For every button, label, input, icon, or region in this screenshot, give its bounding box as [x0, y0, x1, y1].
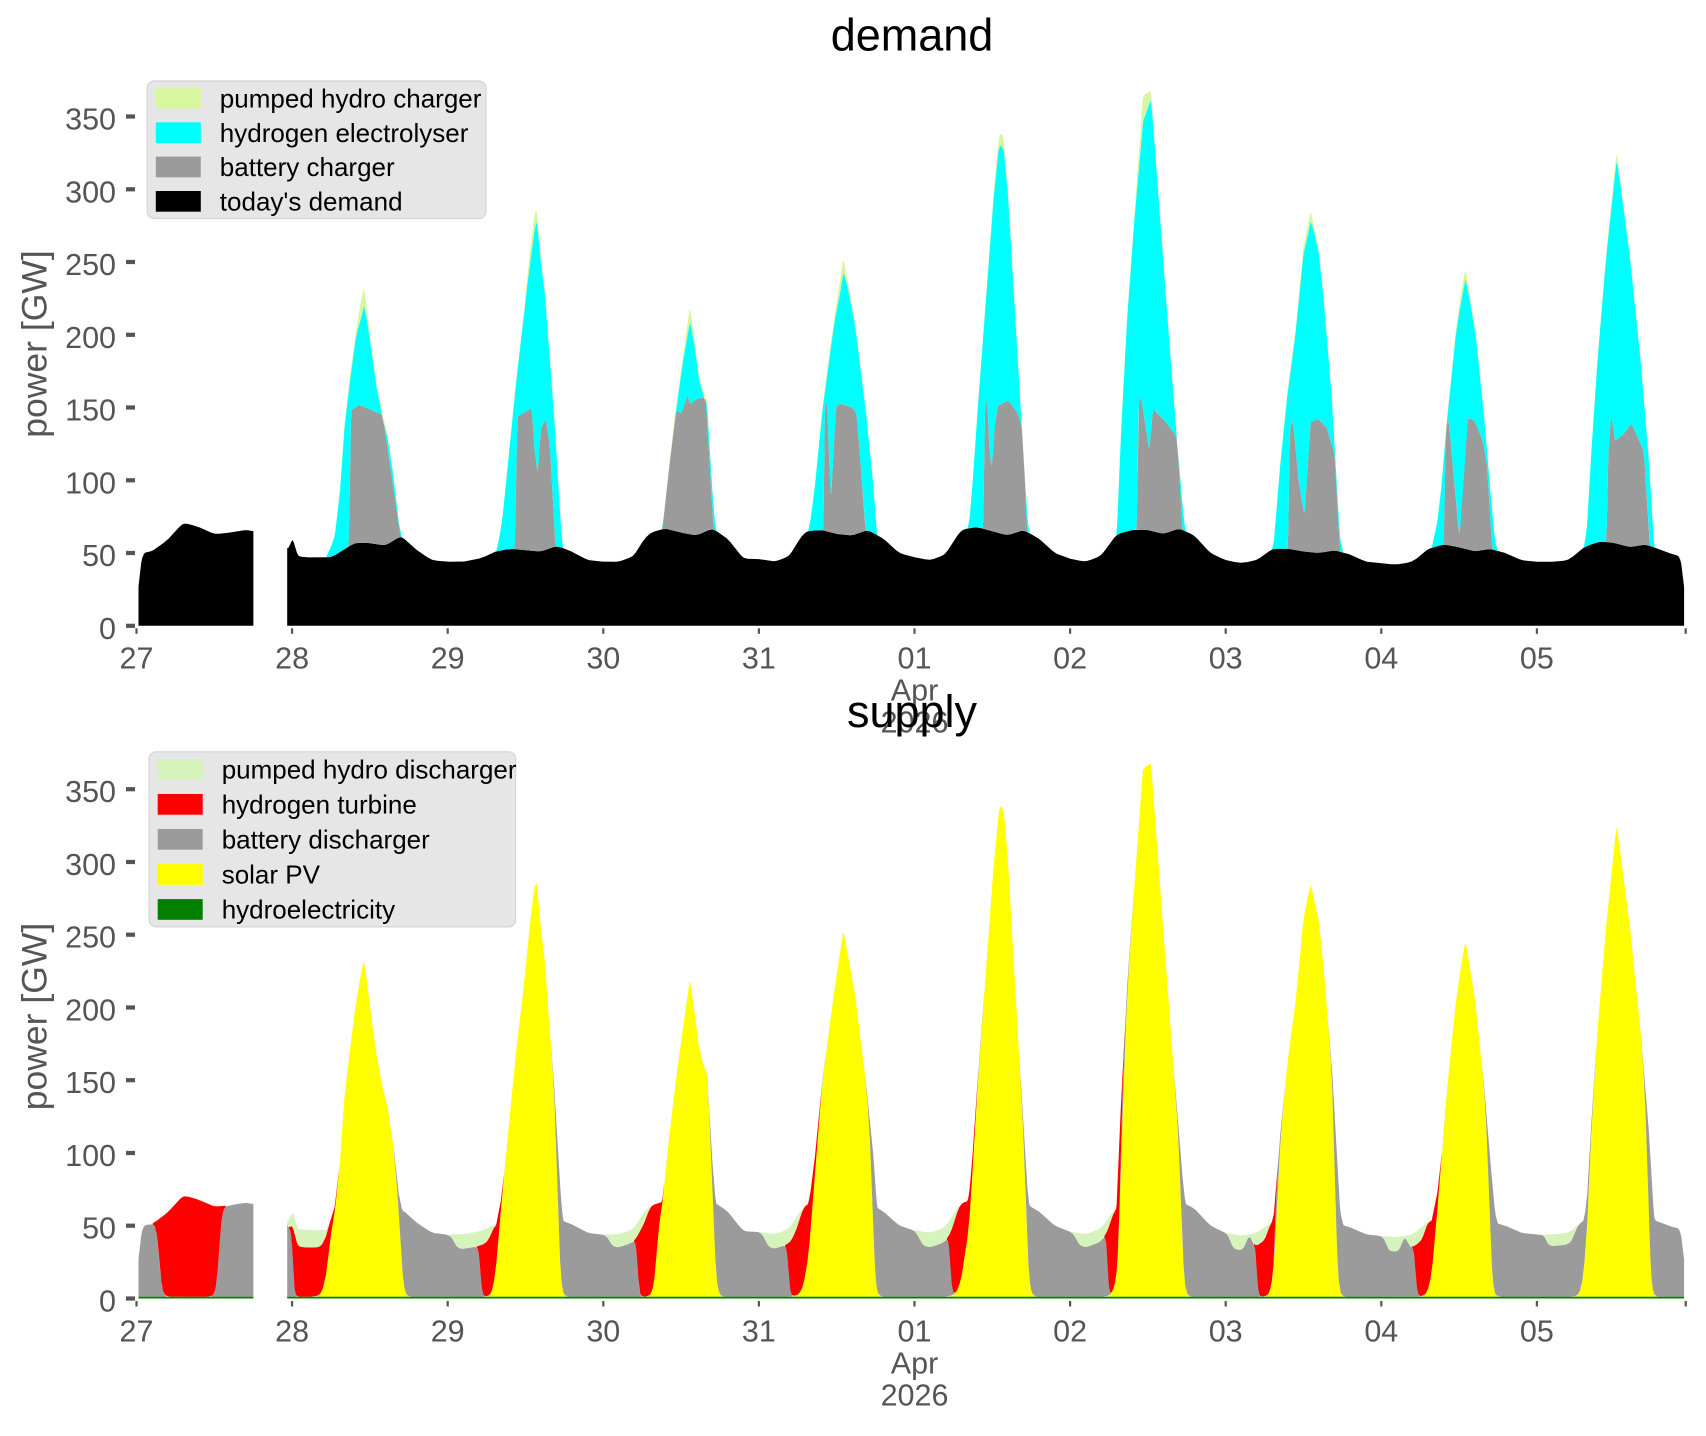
svg-text:2026: 2026 — [881, 706, 949, 740]
svg-text:31: 31 — [742, 1315, 776, 1349]
svg-text:02: 02 — [1053, 1315, 1087, 1349]
svg-text:100: 100 — [65, 1139, 116, 1173]
svg-text:pumped hydro charger: pumped hydro charger — [220, 84, 482, 114]
svg-text:2026: 2026 — [881, 1379, 949, 1413]
svg-text:0: 0 — [99, 1285, 116, 1319]
svg-text:29: 29 — [431, 1315, 465, 1349]
svg-text:350: 350 — [65, 103, 116, 137]
svg-text:05: 05 — [1520, 642, 1554, 676]
svg-text:150: 150 — [65, 1066, 116, 1100]
svg-text:28: 28 — [275, 642, 309, 676]
svg-text:03: 03 — [1209, 642, 1243, 676]
svg-text:battery discharger: battery discharger — [222, 825, 430, 855]
svg-text:300: 300 — [65, 848, 116, 882]
svg-text:50: 50 — [82, 1212, 116, 1246]
svg-text:01: 01 — [898, 1315, 932, 1349]
svg-text:31: 31 — [742, 642, 776, 676]
svg-text:today's demand: today's demand — [220, 187, 403, 217]
svg-text:01: 01 — [898, 642, 932, 676]
svg-text:Apr: Apr — [891, 1347, 938, 1381]
svg-text:power [GW]: power [GW] — [15, 923, 55, 1110]
svg-text:100: 100 — [65, 466, 116, 500]
svg-text:battery charger: battery charger — [220, 152, 395, 182]
svg-text:05: 05 — [1520, 1315, 1554, 1349]
svg-text:300: 300 — [65, 175, 116, 209]
svg-text:03: 03 — [1209, 1315, 1243, 1349]
svg-text:pumped hydro discharger: pumped hydro discharger — [222, 755, 517, 785]
svg-text:hydrogen turbine: hydrogen turbine — [222, 790, 417, 820]
svg-text:250: 250 — [65, 921, 116, 955]
svg-text:04: 04 — [1364, 642, 1398, 676]
svg-text:04: 04 — [1364, 1315, 1398, 1349]
svg-text:30: 30 — [586, 1315, 620, 1349]
svg-text:hydrogen electrolyser: hydrogen electrolyser — [220, 118, 469, 148]
svg-text:28: 28 — [275, 1315, 309, 1349]
svg-text:Apr: Apr — [891, 674, 938, 708]
svg-text:200: 200 — [65, 321, 116, 355]
svg-text:27: 27 — [120, 1315, 154, 1349]
svg-text:350: 350 — [65, 775, 116, 809]
svg-text:supply: supply — [847, 686, 978, 737]
svg-text:hydroelectricity: hydroelectricity — [222, 895, 395, 925]
svg-text:200: 200 — [65, 994, 116, 1028]
svg-text:30: 30 — [586, 642, 620, 676]
svg-text:50: 50 — [82, 539, 116, 573]
svg-text:250: 250 — [65, 248, 116, 282]
svg-text:02: 02 — [1053, 642, 1087, 676]
svg-text:29: 29 — [431, 642, 465, 676]
svg-text:150: 150 — [65, 394, 116, 428]
svg-text:solar PV: solar PV — [222, 860, 321, 890]
svg-text:power [GW]: power [GW] — [15, 250, 55, 437]
svg-text:0: 0 — [99, 612, 116, 646]
svg-text:27: 27 — [120, 642, 154, 676]
svg-text:demand: demand — [831, 10, 994, 61]
